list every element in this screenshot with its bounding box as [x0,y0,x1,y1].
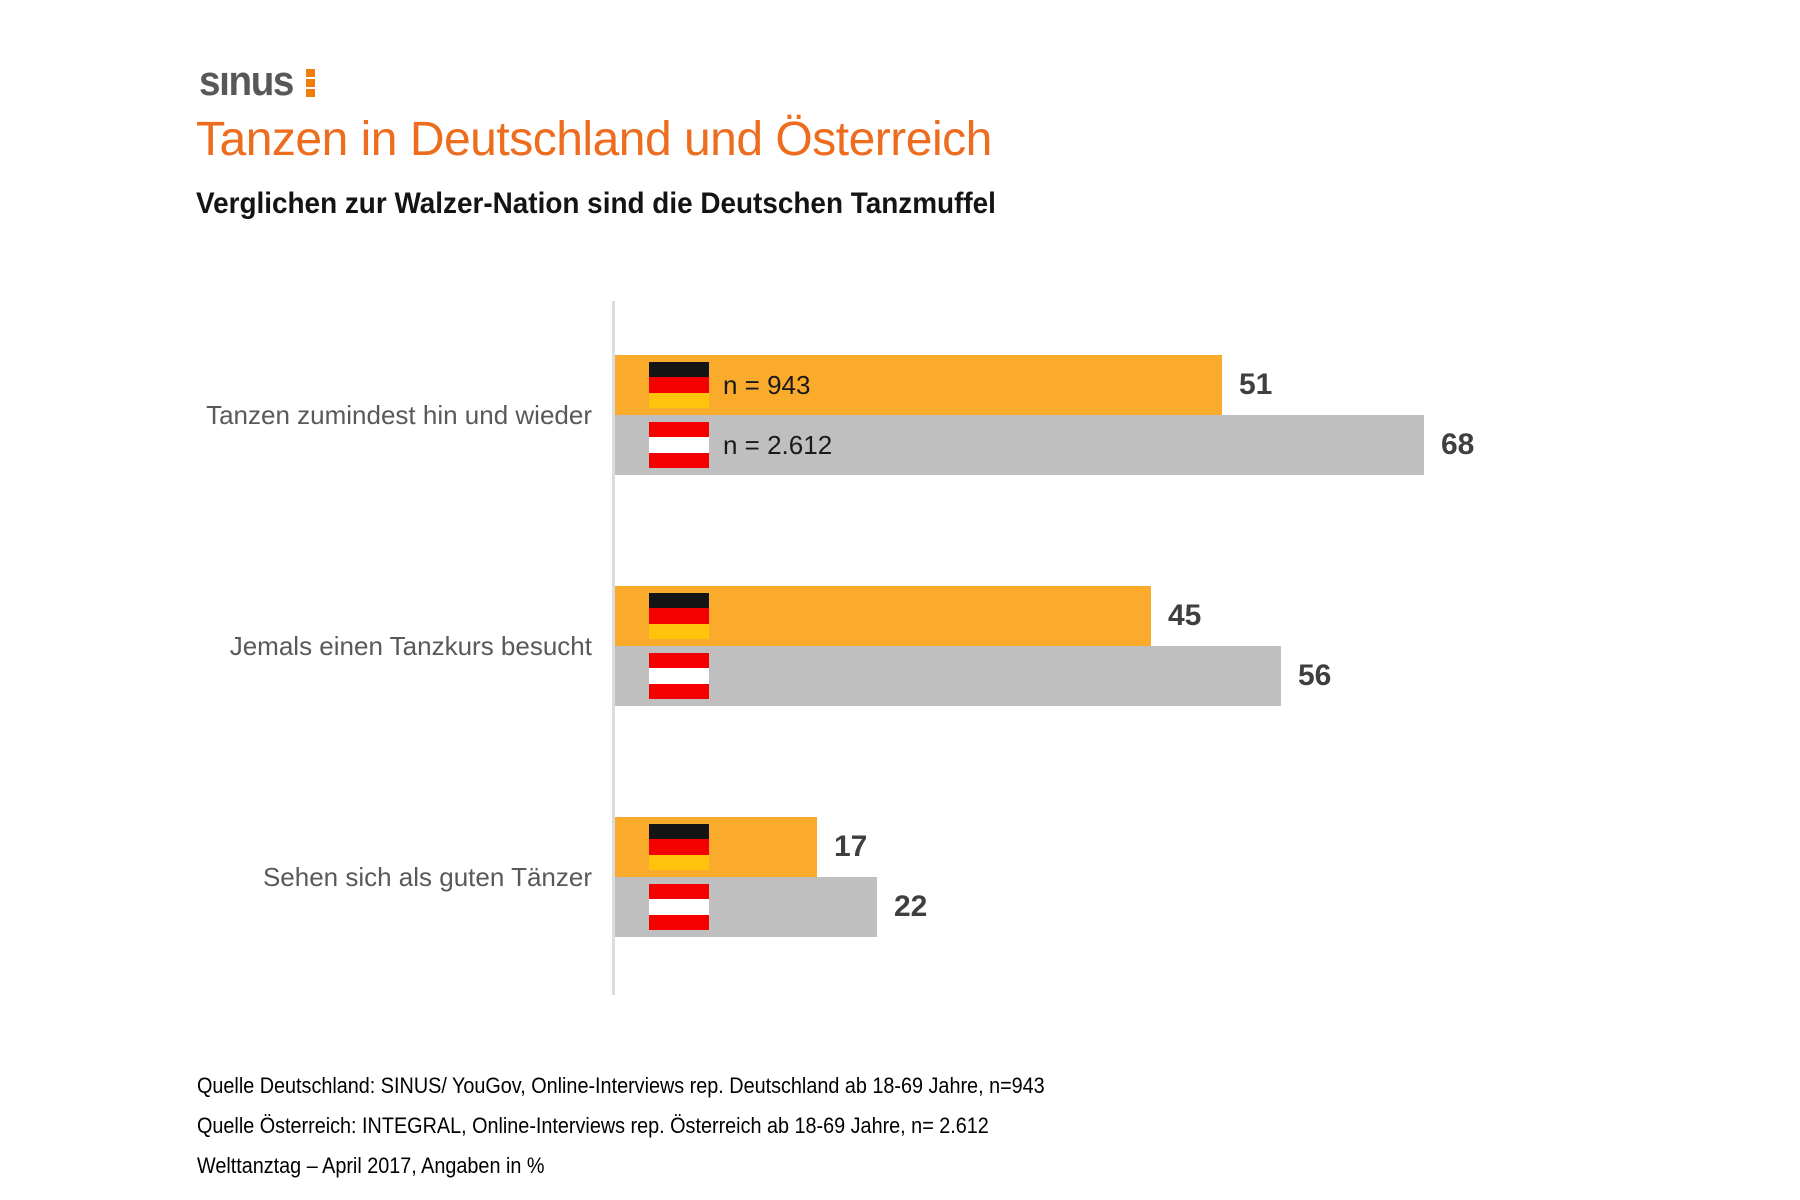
category-label: Tanzen zumindest hin und wieder [206,400,592,430]
sinus-logo: sınus [199,57,316,104]
logo-colon-dot [306,69,316,77]
category-label: Sehen sich als guten Tänzer [262,862,592,892]
page-title: Tanzen in Deutschland und Österreich [196,113,992,166]
bar-germany-2 [615,817,817,877]
flag-stripe [649,362,709,378]
bar-austria-2 [615,877,877,937]
flag-stripe [649,824,709,840]
bar-austria-0: n = 2.612 [615,415,1424,475]
flag-stripe [649,608,709,624]
flag-stripe [649,422,709,438]
y-axis-line [612,301,615,995]
value-label: 22 [894,890,928,923]
sample-size-label: n = 2.612 [723,430,833,460]
source-line-austria: Quelle Österreich: INTEGRAL, Online-Inte… [197,1113,989,1138]
flag-stripe [649,668,709,684]
value-label: 17 [834,830,868,863]
flag-stripe [649,593,709,609]
flag-stripe [649,623,709,639]
bar-germany-1 [615,586,1151,646]
germany-flag-icon [649,362,709,408]
flag-stripe [649,392,709,408]
austria-flag-icon [649,884,709,930]
austria-flag-icon [649,653,709,699]
flag-stripe [649,452,709,468]
value-label: 68 [1441,428,1475,461]
category-label: Jemals einen Tanzkurs besucht [229,631,592,661]
flag-stripe [649,914,709,930]
germany-flag-icon [649,593,709,639]
value-label: 45 [1168,599,1202,632]
flag-stripe [649,854,709,870]
logo-colon-dot [306,89,316,97]
flag-stripe [649,899,709,915]
page-subtitle: Verglichen zur Walzer-Nation sind die De… [196,187,996,220]
flag-stripe [649,437,709,453]
value-label: 56 [1298,659,1332,692]
source-line-germany: Quelle Deutschland: SINUS/ YouGov, Onlin… [197,1073,1045,1098]
value-label: 51 [1239,368,1273,401]
flag-stripe [649,377,709,393]
flag-stripe [649,884,709,900]
logo-colon-dot [306,79,316,87]
flag-stripe [649,683,709,699]
germany-flag-icon [649,824,709,870]
source-notes: Quelle Deutschland: SINUS/ YouGov, Onlin… [197,1066,1045,1186]
source-line-date: Welttanztag – April 2017, Angaben in % [197,1153,545,1178]
flag-stripe [649,839,709,855]
bar-germany-0: n = 943 [615,355,1222,415]
flag-stripe [649,653,709,669]
sample-size-label: n = 943 [723,370,811,400]
bar-austria-1 [615,646,1281,706]
sinus-logo-text: sınus [199,57,294,104]
austria-flag-icon [649,422,709,468]
logo-colon-icon [306,69,316,97]
